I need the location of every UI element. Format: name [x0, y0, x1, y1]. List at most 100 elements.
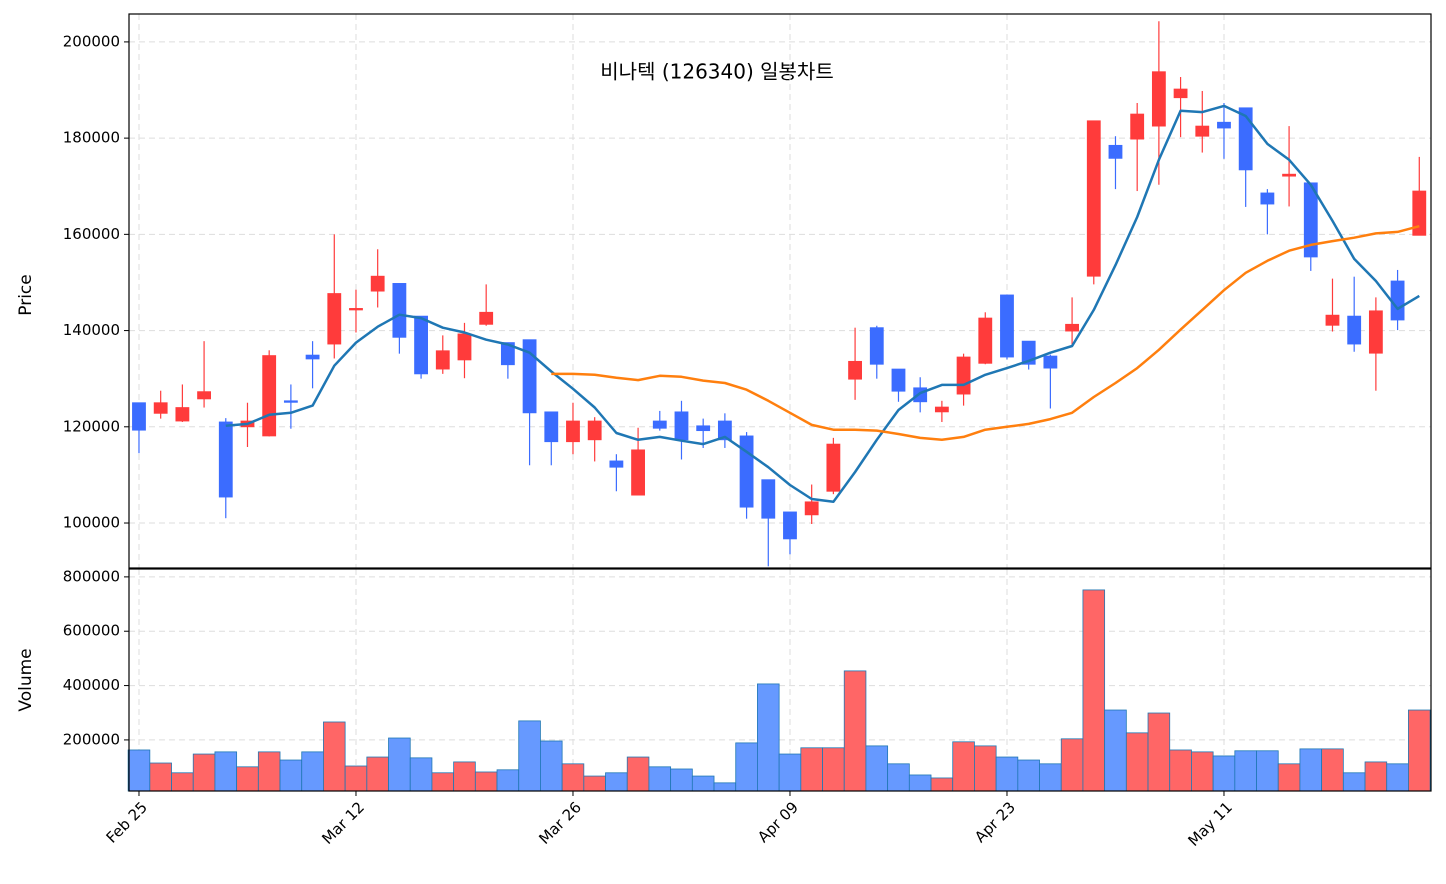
volume-bar: [540, 740, 563, 792]
volume-bar: [1342, 772, 1366, 792]
candle-body: [739, 435, 754, 508]
y-tick-label: 200000: [63, 32, 120, 50]
candle-body: [934, 406, 949, 413]
volume-bar: [409, 757, 433, 792]
volume-bar: [474, 771, 498, 792]
volume-bar: [518, 720, 541, 792]
candle-body: [1260, 192, 1275, 205]
candle-body: [1108, 144, 1123, 159]
volume-bar: [127, 749, 151, 792]
volume-bar: [1147, 712, 1171, 792]
volume-bar: [214, 751, 238, 792]
volume-bar: [995, 756, 1019, 792]
candle-body: [349, 308, 363, 311]
y-tick-label: 100000: [63, 514, 120, 532]
candle-body: [1065, 323, 1079, 332]
moving-average-line: [551, 224, 1420, 442]
volume-bar: [1017, 759, 1040, 792]
candle-body: [1043, 355, 1058, 369]
candle-body: [435, 350, 450, 370]
volume-bar: [388, 737, 411, 792]
volume-bar: [1191, 751, 1214, 792]
candle-body: [609, 460, 624, 468]
candle-body: [414, 315, 428, 375]
candle-body: [197, 391, 211, 400]
chart-title: 비나텍 (126340) 일봉차트: [600, 60, 833, 84]
volume-bar: [1104, 709, 1127, 792]
volume-bar: [1169, 749, 1192, 792]
candle-body: [392, 283, 407, 338]
y-tick-label: 160000: [63, 225, 120, 243]
y-tick-label: 180000: [63, 129, 120, 147]
volume-bar: [1321, 748, 1344, 792]
candle-body: [913, 387, 928, 403]
candle-body: [218, 421, 233, 498]
y-axis-label: Price: [16, 274, 36, 315]
y-tick-label: 120000: [63, 417, 120, 435]
volume-bar: [800, 747, 823, 792]
volume-bar: [257, 751, 281, 792]
candle-body: [370, 275, 385, 292]
price-panel-frame: [128, 13, 1432, 569]
volume-axis-label: Volume: [16, 648, 36, 711]
candle-body: [132, 402, 146, 431]
y-tick-label: 140000: [63, 321, 120, 339]
candle-body: [457, 333, 472, 361]
volume-bar: [757, 683, 780, 792]
volume-panel-frame: [128, 568, 1432, 792]
volume-bar: [952, 741, 975, 792]
candle-body: [869, 327, 884, 365]
volume-bar: [453, 761, 476, 792]
candle-body: [783, 511, 797, 540]
volume-bar: [279, 759, 303, 792]
candle-body: [1130, 113, 1145, 140]
candle-body: [153, 402, 168, 414]
volume-bar: [149, 762, 172, 792]
candle-body: [674, 411, 689, 441]
candle-body: [1086, 120, 1101, 277]
volume-bar: [648, 766, 672, 792]
candle-body: [978, 317, 993, 364]
candle-body: [522, 339, 537, 414]
volume-bar: [301, 751, 324, 792]
candle-body: [500, 342, 515, 366]
candle-body: [1238, 107, 1253, 171]
volume-bar: [670, 768, 693, 792]
y-tick-label: 400000: [63, 676, 120, 694]
volume-bar: [1039, 763, 1062, 792]
volume-bar: [626, 756, 650, 792]
volume-bar: [192, 753, 216, 792]
volume-bar: [974, 745, 997, 792]
volume-bar: [323, 721, 346, 792]
volume-bar: [366, 756, 389, 792]
candle-body: [848, 360, 862, 380]
candle-body: [175, 407, 190, 422]
volume-bar: [171, 772, 194, 792]
candle-body: [1000, 294, 1014, 358]
volume-bar: [344, 765, 368, 792]
candle-body: [1368, 310, 1383, 354]
volume-bar: [583, 775, 606, 792]
volume-bar: [1234, 750, 1257, 792]
candle-body: [891, 368, 906, 392]
candle-body: [327, 293, 342, 345]
candle-body: [1325, 314, 1340, 326]
volume-bar: [1386, 763, 1409, 792]
y-tick-label: 600000: [63, 622, 120, 640]
volume-bar: [691, 775, 715, 792]
candle-body: [1282, 173, 1296, 177]
volume-bar: [713, 782, 737, 792]
volume-bar: [930, 777, 954, 792]
volume-bar: [843, 670, 867, 792]
candle-body: [1151, 71, 1166, 127]
candle-body: [1347, 315, 1362, 345]
volume-bar: [1060, 738, 1084, 792]
candle-body: [544, 411, 559, 443]
volume-bar: [1256, 750, 1279, 792]
candle-body: [1390, 280, 1405, 321]
candle-body: [566, 420, 580, 443]
candle-body: [587, 420, 602, 441]
volume-bar: [908, 774, 932, 792]
